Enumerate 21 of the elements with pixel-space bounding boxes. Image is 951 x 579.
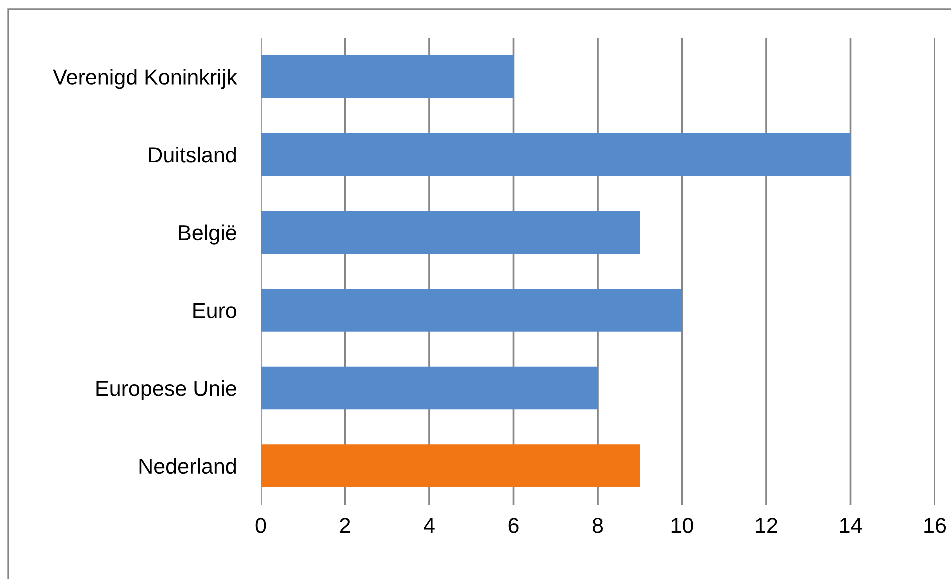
x-tick-label: 12 [756, 518, 778, 534]
x-tick-label: 10 [672, 518, 694, 534]
x-tick-label: 2 [340, 518, 350, 534]
bar [261, 289, 682, 332]
y-tick-label: Euro [194, 303, 236, 318]
bar [261, 56, 514, 98]
x-tick-label: 14 [840, 518, 862, 534]
y-tick-label: Verenigd Koninkrijk [53, 69, 238, 90]
y-tick-label: Europese Unie [96, 380, 236, 401]
bar [261, 444, 640, 488]
y-tick-label: Duitsland [149, 146, 236, 163]
x-tick-label: 16 [924, 518, 946, 534]
x-tick-label: 4 [424, 518, 435, 534]
y-tick-label: België [179, 224, 236, 245]
y-tick-label: Nederland [140, 458, 236, 474]
x-tick-label: 0 [256, 518, 266, 534]
x-tick-label: 8 [592, 518, 604, 534]
bar [261, 211, 640, 254]
bar [261, 366, 598, 410]
bar [261, 133, 851, 176]
x-tick-label: 6 [508, 518, 519, 534]
